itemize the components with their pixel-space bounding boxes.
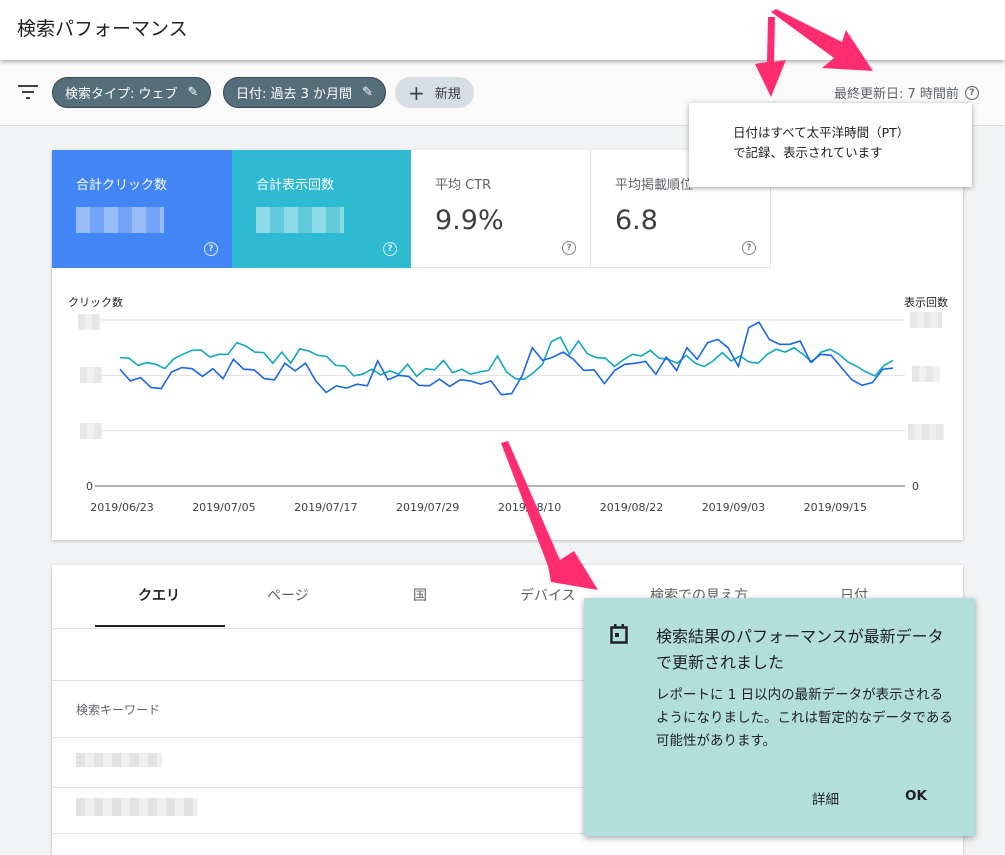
- table-row-blurred[interactable]: [76, 798, 198, 816]
- help-icon[interactable]: ?: [383, 242, 397, 256]
- metric-total-clicks[interactable]: 合計クリック数 ?: [52, 150, 232, 268]
- active-tab-indicator: [95, 625, 225, 627]
- right-zero-label: 0: [912, 480, 919, 493]
- metric-label: 合計表示回数: [256, 178, 335, 193]
- notification-title: 検索結果のパフォーマンスが最新データで更新されました: [656, 627, 944, 672]
- series-line: [119, 336, 894, 381]
- right-axis-label: 表示回数: [904, 295, 948, 309]
- metric-value: 9.9%: [435, 205, 504, 236]
- divider: [52, 737, 963, 738]
- help-icon[interactable]: ?: [964, 85, 979, 100]
- x-tick-label: 2019/06/23: [90, 501, 153, 514]
- metric-average-position[interactable]: 平均掲載順位 6.8 ?: [591, 150, 771, 268]
- performance-chart: クリック数 表示回数 0 0 2019/06/23 2019/07/05 2019/…: [68, 295, 948, 514]
- last-updated-text: 最終更新日: 7 時間前: [834, 87, 959, 102]
- edit-icon: ✎: [187, 85, 199, 100]
- tooltip-line: 日付はすべて太平洋時間（PT）: [733, 125, 910, 140]
- metric-value: 6.8: [615, 205, 658, 236]
- last-updated: 最終更新日: 7 時間前?: [834, 83, 979, 102]
- tab-query[interactable]: クエリ: [138, 588, 180, 604]
- x-tick-label: 2019/09/03: [702, 501, 765, 514]
- metric-value-blurred: [256, 207, 344, 233]
- edit-icon: ✎: [362, 85, 373, 100]
- help-icon[interactable]: ?: [742, 241, 756, 255]
- x-tick-label: 2019/08/22: [600, 501, 663, 514]
- series-line: [119, 321, 894, 396]
- x-tick-label: 2019/08/10: [498, 501, 561, 514]
- header: 検索パフォーマンス: [0, 0, 1005, 60]
- plus-icon: +: [408, 80, 425, 105]
- filter-icon[interactable]: [18, 85, 38, 99]
- calendar-icon: [610, 624, 628, 644]
- chip-label: 日付: 過去 3 か月間: [236, 87, 353, 102]
- ok-button[interactable]: OK: [905, 788, 927, 804]
- metric-label: 平均 CTR: [435, 178, 492, 193]
- timezone-tooltip: 日付はすべて太平洋時間（PT） で記録、表示されています: [689, 103, 972, 187]
- divider: [52, 628, 963, 629]
- tab-device[interactable]: デバイス: [520, 588, 576, 604]
- column-header-query[interactable]: 検索キーワード: [76, 703, 161, 717]
- new-label: 新規: [434, 87, 461, 102]
- metric-average-ctr[interactable]: 平均 CTR 9.9% ?: [411, 150, 591, 268]
- search-type-chip[interactable]: 検索タイプ: ウェブ ✎: [52, 77, 212, 108]
- notification-body: レポートに 1 日以内の最新データが表示されるようになりました。これは暫定的なデ…: [656, 687, 953, 749]
- x-tick-label: 2019/07/29: [396, 501, 459, 514]
- divider: [52, 680, 963, 681]
- tooltip-line: で記録、表示されています: [733, 145, 883, 160]
- x-tick-label: 2019/07/05: [192, 501, 255, 514]
- filter-toolbar: 検索タイプ: ウェブ ✎ 日付: 過去 3 か月間 ✎ + 新規: [0, 60, 1005, 126]
- blurred-y-tick: [80, 367, 102, 383]
- divider: [52, 833, 963, 834]
- x-tick-label: 2019/09/15: [804, 501, 867, 514]
- left-axis-label: クリック数: [68, 296, 123, 309]
- x-tick-label: 2019/07/17: [294, 501, 357, 514]
- blurred-y-tick: [910, 312, 942, 328]
- metric-total-impressions[interactable]: 合計表示回数 ?: [232, 150, 411, 268]
- data-update-notification: 検索結果のパフォーマンスが最新データで更新されました レポートに 1 日以内の最…: [584, 598, 975, 836]
- metric-label: 平均掲載順位: [615, 178, 694, 193]
- date-chip[interactable]: 日付: 過去 3 か月間 ✎: [223, 77, 386, 108]
- page-title: 検索パフォーマンス: [17, 18, 188, 40]
- left-zero-label: 0: [86, 480, 93, 493]
- blurred-y-tick: [78, 314, 100, 330]
- metric-value-blurred: [76, 207, 164, 233]
- tab-page[interactable]: ページ: [267, 588, 309, 604]
- table-row-blurred[interactable]: [76, 753, 162, 767]
- divider: [52, 787, 963, 788]
- chip-label: 検索タイプ: ウェブ: [65, 87, 178, 102]
- tab-country[interactable]: 国: [413, 588, 427, 604]
- metric-label: 合計クリック数: [76, 178, 168, 193]
- blurred-y-tick: [80, 423, 102, 439]
- blurred-y-tick: [912, 366, 940, 382]
- details-button[interactable]: 詳細: [812, 792, 839, 808]
- help-icon[interactable]: ?: [204, 242, 218, 256]
- blurred-y-tick: [908, 424, 944, 440]
- new-filter-button[interactable]: + 新規: [395, 77, 474, 108]
- help-icon[interactable]: ?: [562, 241, 576, 255]
